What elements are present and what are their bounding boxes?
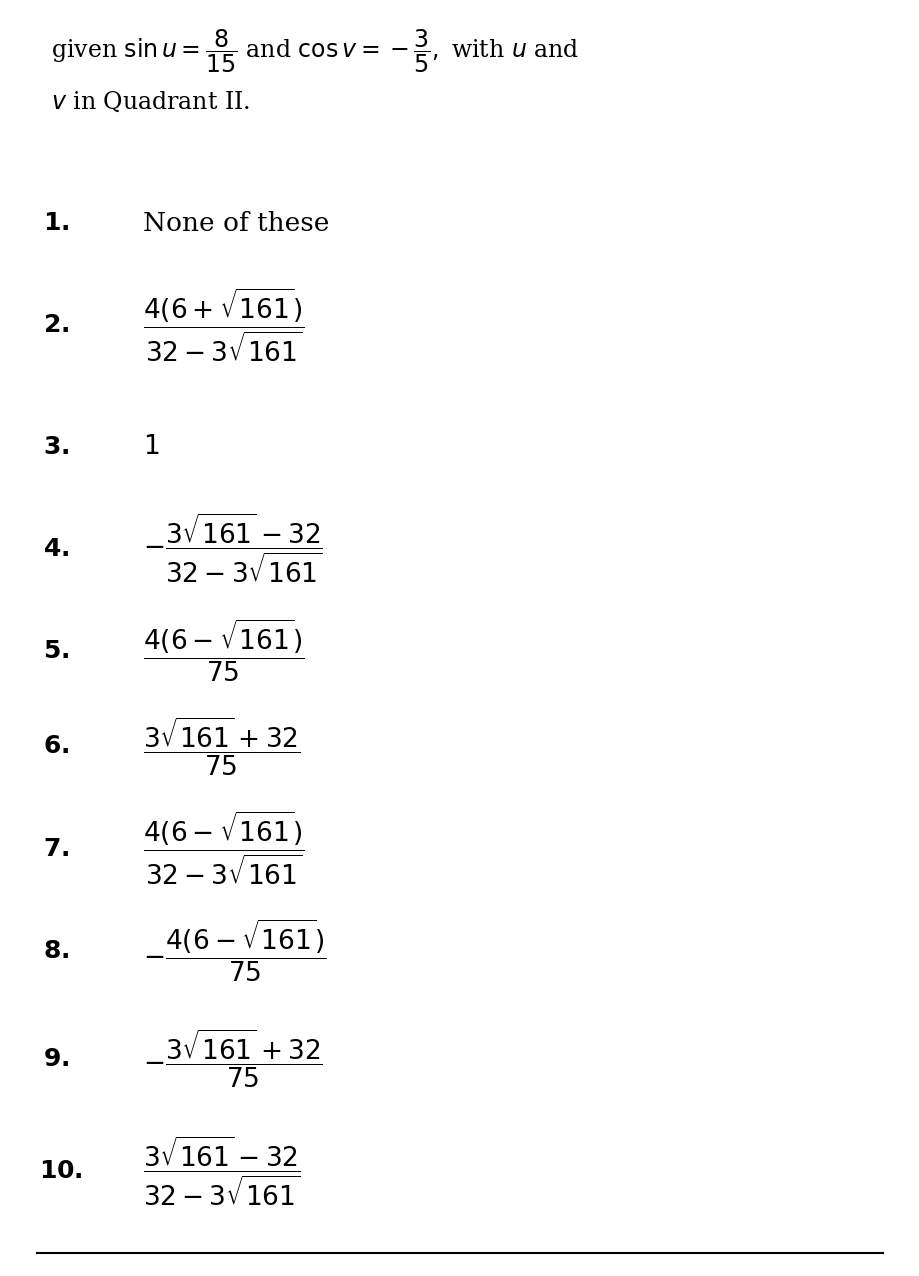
Text: $-\dfrac{3\sqrt{161} + 32}{75}$: $-\dfrac{3\sqrt{161} + 32}{75}$ bbox=[142, 1027, 323, 1091]
Text: $\mathbf{10.}$: $\mathbf{10.}$ bbox=[40, 1160, 83, 1183]
Text: $\dfrac{4(6 + \sqrt{161})}{32 - 3\sqrt{161}}$: $\dfrac{4(6 + \sqrt{161})}{32 - 3\sqrt{1… bbox=[142, 287, 304, 364]
Text: $\mathbf{2.}$: $\mathbf{2.}$ bbox=[42, 314, 69, 337]
Text: $\mathbf{4.}$: $\mathbf{4.}$ bbox=[42, 537, 69, 560]
Text: $\dfrac{4(6 - \sqrt{161})}{75}$: $\dfrac{4(6 - \sqrt{161})}{75}$ bbox=[142, 618, 304, 684]
Text: $\mathbf{9.}$: $\mathbf{9.}$ bbox=[42, 1048, 69, 1071]
Text: $\dfrac{3\sqrt{161} - 32}{32 - 3\sqrt{161}}$: $\dfrac{3\sqrt{161} - 32}{32 - 3\sqrt{16… bbox=[142, 1134, 300, 1208]
Text: given $\sin u = \dfrac{8}{15}$ and $\cos v = -\dfrac{3}{5},$ with $u$ and: given $\sin u = \dfrac{8}{15}$ and $\cos… bbox=[51, 27, 578, 75]
Text: $1$: $1$ bbox=[142, 434, 159, 459]
Text: $\dfrac{4(6 - \sqrt{161})}{32 - 3\sqrt{161}}$: $\dfrac{4(6 - \sqrt{161})}{32 - 3\sqrt{1… bbox=[142, 810, 304, 887]
Text: $\dfrac{3\sqrt{161} + 32}{75}$: $\dfrac{3\sqrt{161} + 32}{75}$ bbox=[142, 715, 300, 778]
Text: None of these: None of these bbox=[142, 211, 329, 236]
Text: $\mathbf{5.}$: $\mathbf{5.}$ bbox=[42, 639, 69, 662]
Text: $\mathbf{7.}$: $\mathbf{7.}$ bbox=[42, 837, 69, 860]
Text: $\mathbf{3.}$: $\mathbf{3.}$ bbox=[42, 435, 69, 458]
Text: $v$ in Quadrant II.: $v$ in Quadrant II. bbox=[51, 89, 250, 115]
Text: $\mathbf{6.}$: $\mathbf{6.}$ bbox=[42, 735, 69, 758]
Text: $\mathbf{1.}$: $\mathbf{1.}$ bbox=[42, 212, 69, 235]
Text: $\mathbf{8.}$: $\mathbf{8.}$ bbox=[42, 939, 69, 962]
Text: $-\dfrac{4(6 - \sqrt{161})}{75}$: $-\dfrac{4(6 - \sqrt{161})}{75}$ bbox=[142, 917, 326, 984]
Text: $-\dfrac{3\sqrt{161} - 32}{32 - 3\sqrt{161}}$: $-\dfrac{3\sqrt{161} - 32}{32 - 3\sqrt{1… bbox=[142, 512, 323, 586]
